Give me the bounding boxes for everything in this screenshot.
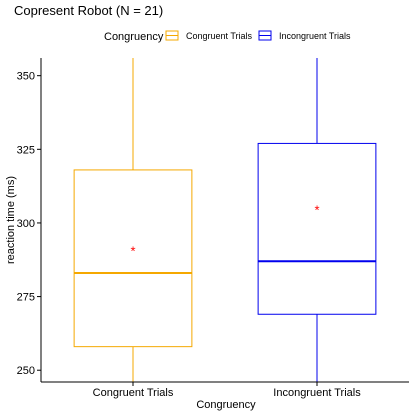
y-tick-label: 250 xyxy=(17,365,35,377)
legend: Congruency Congruent Trials Incongruent T… xyxy=(104,30,351,43)
legend-entry-label: Incongruent Trials xyxy=(279,31,351,41)
chart-title: Copresent Robot (N = 21) xyxy=(14,3,163,18)
y-axis-ticks: 250 275 300 325 350 xyxy=(17,71,41,377)
plot-area: ** xyxy=(73,58,377,382)
y-tick-label: 325 xyxy=(17,144,35,156)
box-1: * xyxy=(73,58,193,382)
mean-marker: * xyxy=(314,202,319,217)
y-tick-label: 275 xyxy=(17,292,35,304)
y-axis-title: reaction time (ms) xyxy=(5,176,17,264)
x-axis-ticks: Congruent Trials Incongruent Trials xyxy=(93,382,361,399)
x-tick-label: Congruent Trials xyxy=(93,387,174,399)
box-iqr xyxy=(73,169,193,348)
y-tick-label: 300 xyxy=(17,218,35,230)
box-2: * xyxy=(257,58,377,382)
legend-entry-label: Congruent Trials xyxy=(186,31,253,41)
x-tick-label: Incongruent Trials xyxy=(273,387,361,399)
legend-title: Congruency xyxy=(104,31,164,43)
box-iqr xyxy=(257,142,377,315)
mean-marker: * xyxy=(130,243,135,258)
legend-entries: Congruent Trials Incongruent Trials xyxy=(165,30,351,41)
y-tick-label: 350 xyxy=(17,71,35,83)
x-axis-title: Congruency xyxy=(196,399,256,411)
